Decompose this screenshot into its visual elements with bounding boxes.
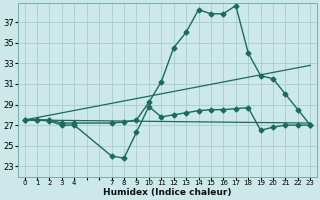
X-axis label: Humidex (Indice chaleur): Humidex (Indice chaleur) — [103, 188, 232, 197]
